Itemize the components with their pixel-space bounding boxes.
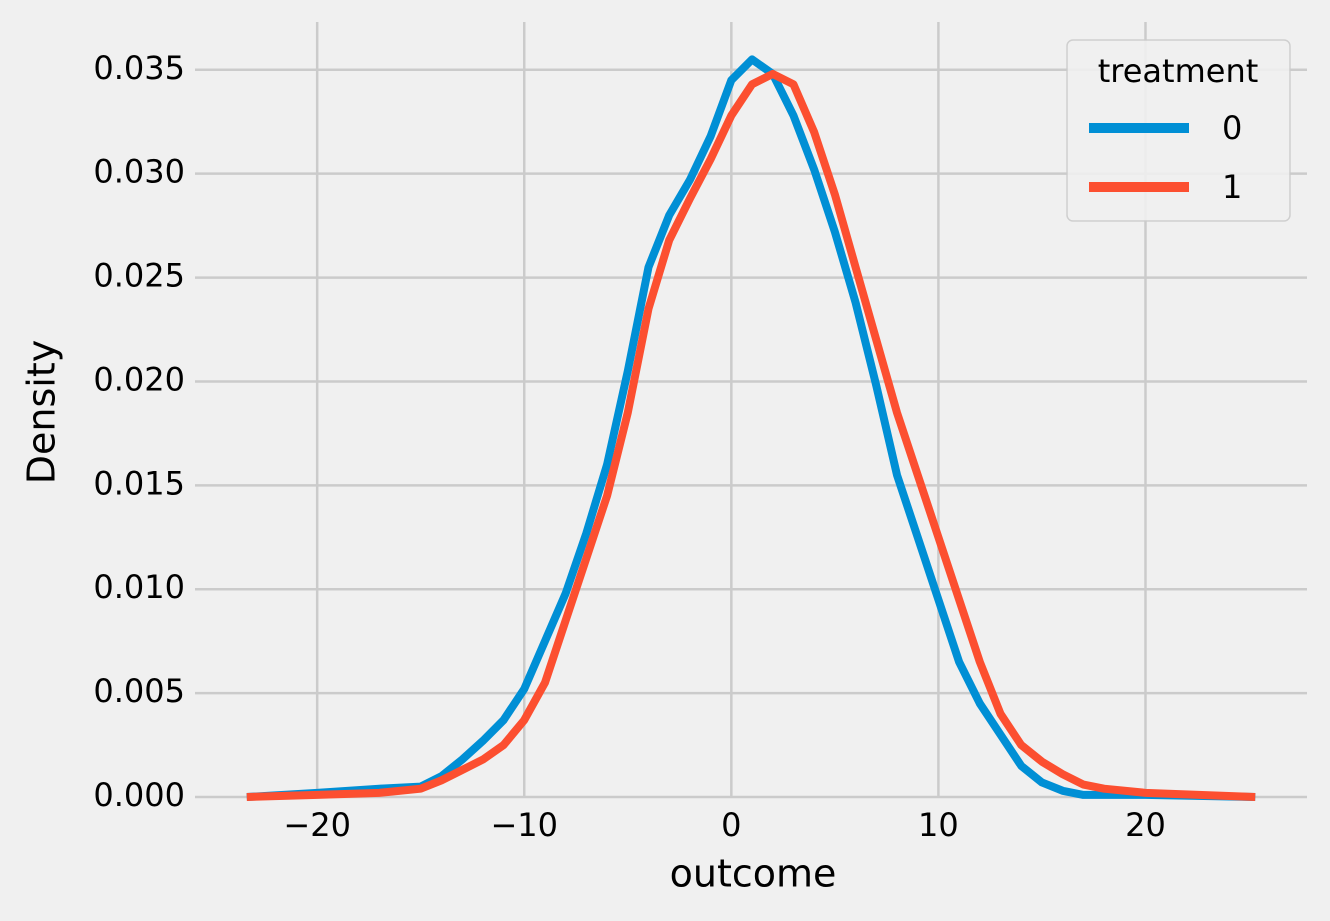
- x-axis-label: outcome: [670, 852, 837, 896]
- y-tick-label: 0.005: [93, 672, 185, 710]
- legend-title: treatment: [1098, 52, 1259, 90]
- y-tick-label: 0.030: [93, 153, 185, 191]
- density-line: [246, 69, 1256, 801]
- y-tick-label: 0.020: [93, 360, 185, 398]
- x-tick-label: 0: [721, 806, 741, 844]
- legend-label: 1: [1222, 168, 1242, 206]
- y-tick-label: 0.015: [93, 464, 185, 502]
- y-tick-label: 0.025: [93, 257, 185, 295]
- x-tick-label: −10: [490, 806, 558, 844]
- y-axis-label: Density: [20, 340, 64, 484]
- y-tick-label: 0.000: [93, 776, 185, 814]
- y-tick-label: 0.010: [93, 568, 185, 606]
- y-tick-label: 0.035: [93, 49, 185, 87]
- density-line: [246, 55, 1256, 801]
- x-tick-label: 10: [918, 806, 959, 844]
- x-tick-label: 20: [1125, 806, 1166, 844]
- legend-label: 0: [1222, 109, 1242, 147]
- x-tick-label: −20: [283, 806, 351, 844]
